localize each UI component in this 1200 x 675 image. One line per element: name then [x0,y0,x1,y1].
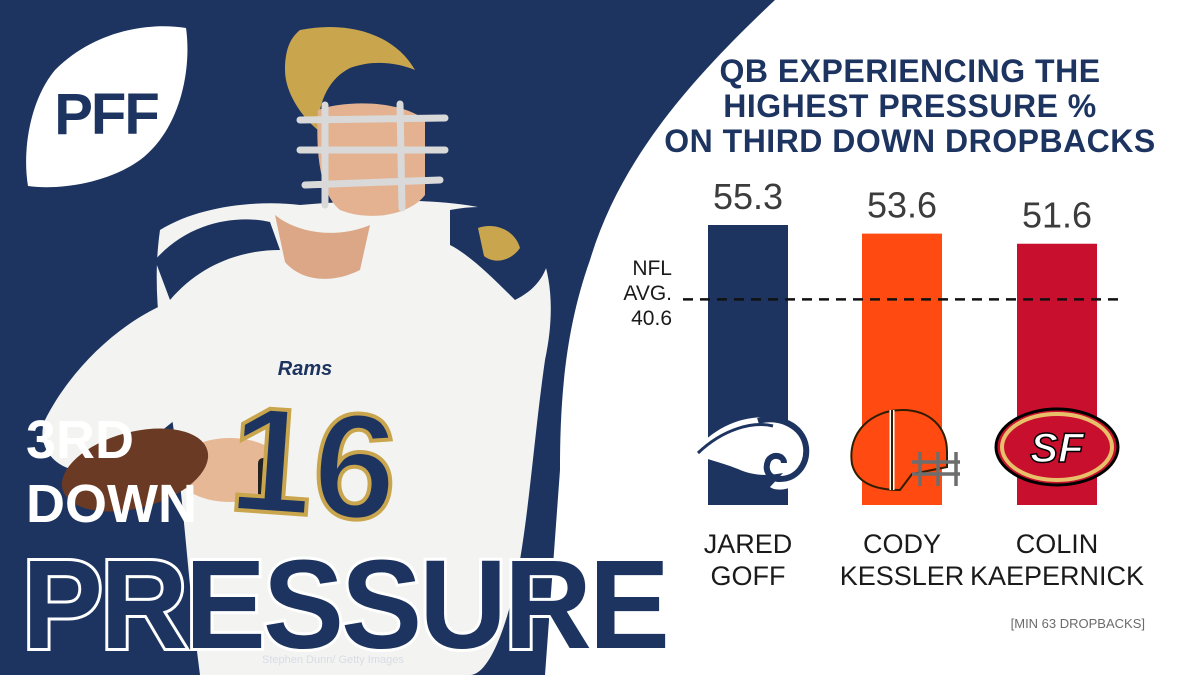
neck [275,215,370,279]
football [61,428,209,512]
photo-credit: Stephen Dunn/ Getty Images [262,654,404,666]
player-name-colin-kaepernick-line-1: COLIN [1016,529,1099,559]
quarterback-photo: 16 Rams [42,14,551,675]
player-name-jared-goff-line-2: GOFF [711,561,786,591]
avg-label-line-1: NFL [632,257,672,280]
headline-line-3: PRESSURE [22,534,667,675]
value-label-colin-kaepernick: 51.6 [1022,195,1092,236]
chart-title-line-1: QB EXPERIENCING THE [719,53,1100,89]
sleeve-horn-decal [478,226,520,261]
wristband [258,458,270,506]
svg-text:SF: SF [1030,424,1085,471]
headline-line-1: 3RD [26,410,134,470]
helmet-horn [285,26,415,131]
football-logo-shape [26,26,188,188]
browns-helmet-icon [850,408,960,492]
player-name-colin-kaepernick-line-2: KAEPERNICK [970,561,1144,591]
facemask [296,100,449,212]
rams-logo-icon [693,416,812,490]
pff-logo: PFF [26,26,188,188]
avg-label-line-3: 40.6 [631,307,672,330]
left-arm [280,300,490,496]
value-labels-layer: 55.3 53.6 51.6 [713,176,1092,236]
pressure-bar-chart: QB EXPERIENCING THE HIGHEST PRESSURE % O… [623,53,1155,631]
avg-label-line-2: AVG. [623,282,672,305]
shoulder-stripe [155,219,280,300]
headline-line-2: DOWN [26,474,197,534]
value-label-jared-goff: 55.3 [713,176,783,217]
jersey-wordmark: Rams [278,358,332,380]
49ers-logo-icon: SF [994,407,1120,487]
player-name-jared-goff-line-1: JARED [704,529,793,559]
chart-title-line-2: HIGHEST PRESSURE % [723,88,1097,124]
chart-footnote: [MIN 63 DROPBACKS] [1011,616,1145,631]
jersey-number: 16 [225,374,403,553]
value-label-cody-kessler: 53.6 [867,185,937,226]
headline: 3RD DOWN PRESSURE [19,410,673,675]
player-name-cody-kessler-line-2: KESSLER [840,561,965,591]
right-arm [42,300,176,470]
pff-logo-text: PFF [54,82,158,147]
player-name-cody-kessler-line-1: CODY [863,529,941,559]
chart-title-line-3: ON THIRD DOWN DROPBACKS [664,123,1155,159]
